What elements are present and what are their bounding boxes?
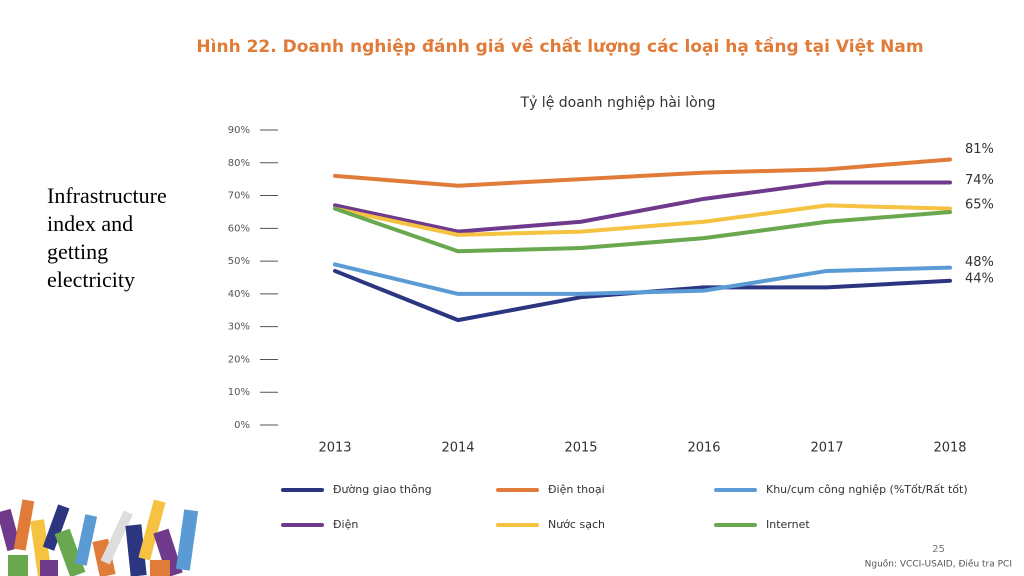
y-tick-label: 70% xyxy=(228,191,250,202)
legend-label: Nước sạch xyxy=(548,518,605,531)
y-tick-label: 30% xyxy=(228,322,250,333)
series-line xyxy=(333,157,952,188)
y-tick-label: 10% xyxy=(228,387,250,398)
y-tick-label: 80% xyxy=(228,158,250,169)
y-tick-label: 20% xyxy=(228,354,250,365)
value-label: 65% xyxy=(965,197,994,212)
side-text: Infrastructure index and getting electri… xyxy=(47,183,167,292)
source: Nguồn: VCCI-USAID, Điều tra PCI xyxy=(865,559,1012,570)
legend-label: Khu/cụm công nghiệp (%Tốt/Rất tốt) xyxy=(766,483,968,496)
x-tick-label: 2014 xyxy=(441,441,474,456)
value-label: 81% xyxy=(965,142,994,157)
y-tick-label: 50% xyxy=(228,256,250,267)
value-label: 48% xyxy=(965,255,994,270)
y-tick-label: 0% xyxy=(234,420,250,431)
y-tick-label: 60% xyxy=(228,223,250,234)
chart-title: Hình 22. Doanh nghiệp đánh giá về chất l… xyxy=(196,36,923,57)
x-tick-label: 2017 xyxy=(810,441,843,456)
legend-label: Điện thoại xyxy=(548,483,605,496)
series-line xyxy=(333,268,952,323)
series-line xyxy=(333,262,952,296)
decoration xyxy=(0,499,199,576)
chart-subtitle: Tỷ lệ doanh nghiệp hài lòng xyxy=(520,95,716,111)
legend-label: Đường giao thông xyxy=(333,483,432,496)
x-tick-label: 2015 xyxy=(564,441,597,456)
legend-label: Điện xyxy=(333,518,358,531)
series-line xyxy=(333,203,952,237)
y-tick-label: 90% xyxy=(228,125,250,136)
x-tick-label: 2013 xyxy=(318,441,351,456)
x-tick-label: 2016 xyxy=(687,441,720,456)
value-label: 74% xyxy=(965,173,994,188)
page-number: 25 xyxy=(932,544,945,555)
series-line xyxy=(333,206,952,254)
y-tick-label: 40% xyxy=(228,289,250,300)
value-label: 44% xyxy=(965,271,994,286)
x-tick-label: 2018 xyxy=(933,441,966,456)
series-line xyxy=(333,180,952,234)
legend-label: Internet xyxy=(766,518,810,531)
